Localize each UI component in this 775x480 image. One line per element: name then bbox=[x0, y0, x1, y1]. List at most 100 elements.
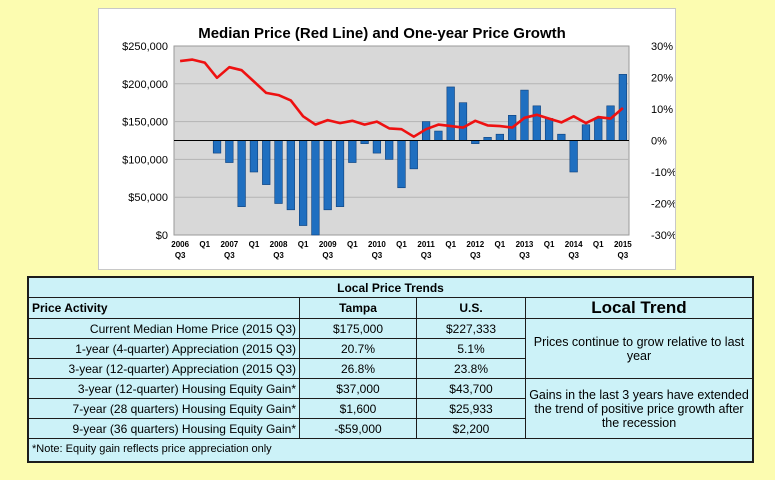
growth-bar bbox=[286, 140, 295, 211]
y-left-tick-label: $150,000 bbox=[122, 117, 168, 129]
growth-bar bbox=[581, 124, 591, 141]
y-right-tick-label: 10% bbox=[651, 104, 673, 116]
x-tick-label: Q1 bbox=[495, 240, 506, 249]
table-row: 7-year (28 quarters) Housing Equity Gain… bbox=[29, 398, 752, 419]
growth-bar bbox=[274, 140, 283, 204]
col-header-activity: Price Activity bbox=[29, 297, 300, 319]
growth-bar bbox=[237, 140, 246, 207]
growth-bar bbox=[458, 102, 468, 141]
growth-bar bbox=[606, 105, 615, 141]
x-tick-label: Q1 bbox=[445, 240, 456, 249]
tampa-value: $37,000 bbox=[299, 378, 417, 399]
x-tick-sublabel: Q3 bbox=[421, 251, 432, 260]
row-label: 1-year (4-quarter) Appreciation (2015 Q3… bbox=[29, 338, 300, 359]
x-tick-label: 2013 bbox=[516, 240, 534, 249]
growth-bar bbox=[262, 140, 271, 185]
median-price-polyline bbox=[179, 58, 624, 138]
x-tick-sublabel: Q3 bbox=[322, 251, 333, 260]
x-tick-label: 2009 bbox=[319, 240, 337, 249]
growth-bar bbox=[557, 133, 566, 141]
right-axis-ticks: 30% 20% 10% 0% -10% -20% -30% bbox=[651, 41, 675, 242]
y-right-tick-label: 0% bbox=[651, 136, 667, 148]
growth-bar bbox=[434, 130, 443, 141]
col-header-tampa: Tampa bbox=[299, 297, 417, 319]
x-tick-sublabel: Q3 bbox=[618, 251, 629, 260]
growth-bar bbox=[212, 140, 222, 154]
table-title: Local Price Trends bbox=[29, 278, 752, 298]
col-header-us: U.S. bbox=[416, 297, 526, 319]
left-axis-ticks: $250,000 $200,000 $150,000 $100,000 $50,000 $… bbox=[122, 41, 168, 242]
y-left-tick-label: $100,000 bbox=[122, 154, 168, 166]
us-value: 23.8% bbox=[416, 358, 526, 379]
growth-bar bbox=[495, 133, 504, 141]
us-value: $2,200 bbox=[416, 418, 526, 439]
us-value: $43,700 bbox=[416, 378, 526, 399]
x-tick-sublabel: Q3 bbox=[372, 251, 383, 260]
price-trends-table-panel: Local Price Trends Price Activity Tampa … bbox=[27, 276, 754, 463]
growth-bar bbox=[311, 140, 320, 236]
growth-bar bbox=[520, 89, 529, 141]
trend-text-2: Gains in the last 3 years have extended … bbox=[525, 378, 752, 439]
median-price-line bbox=[179, 58, 624, 138]
x-tick-label: 2008 bbox=[270, 240, 288, 249]
tampa-value: 26.8% bbox=[299, 358, 417, 379]
us-value: $227,333 bbox=[416, 318, 526, 339]
x-tick-label: 2010 bbox=[368, 240, 386, 249]
x-tick-sublabel: Q3 bbox=[568, 251, 579, 260]
x-tick-label: Q1 bbox=[593, 240, 604, 249]
y-right-tick-label: 30% bbox=[651, 41, 673, 53]
growth-bar bbox=[532, 105, 541, 141]
row-label: 3-year (12-quarter) Housing Equity Gain* bbox=[29, 378, 300, 399]
x-tick-label: 2006 bbox=[171, 240, 189, 249]
x-tick-label: 2011 bbox=[417, 240, 435, 249]
growth-bar bbox=[249, 140, 259, 173]
row-label: Current Median Home Price (2015 Q3) bbox=[29, 318, 300, 339]
col-header-local-trend: Local Trend bbox=[525, 297, 752, 319]
y-right-tick-label: -10% bbox=[651, 167, 675, 179]
chart-title: Median Price (Red Line) and One-year Pri… bbox=[198, 25, 566, 42]
y-left-tick-label: $50,000 bbox=[128, 192, 168, 204]
us-value: $25,933 bbox=[416, 398, 526, 419]
growth-bar bbox=[299, 140, 308, 226]
tampa-value: 20.7% bbox=[299, 338, 417, 359]
table-note: *Note: Equity gain reflects price apprec… bbox=[29, 438, 752, 458]
row-label: 7-year (28 quarters) Housing Equity Gain… bbox=[29, 398, 300, 419]
y-right-tick-label: 20% bbox=[651, 73, 673, 85]
x-tick-label: Q1 bbox=[298, 240, 309, 249]
row-label: 3-year (12-quarter) Appreciation (2015 Q… bbox=[29, 358, 300, 379]
x-tick-sublabel: Q3 bbox=[224, 251, 235, 260]
x-tick-sublabel: Q3 bbox=[175, 251, 186, 260]
x-tick-label: Q1 bbox=[199, 240, 210, 249]
x-tick-label: Q1 bbox=[249, 240, 260, 249]
x-tick-label: 2015 bbox=[614, 240, 632, 249]
y-right-tick-label: -20% bbox=[651, 199, 675, 211]
growth-bar bbox=[446, 86, 455, 141]
growth-bar bbox=[544, 118, 554, 141]
growth-bar bbox=[618, 74, 627, 141]
growth-bar bbox=[372, 140, 382, 154]
growth-bar bbox=[323, 140, 332, 211]
growth-bar bbox=[409, 140, 418, 170]
y-left-tick-label: $0 bbox=[156, 230, 168, 242]
growth-bar bbox=[569, 140, 578, 173]
x-tick-label: 2014 bbox=[565, 240, 583, 249]
price-chart: Median Price (Red Line) and One-year Pri… bbox=[122, 25, 675, 260]
table-row: 3-year (12-quarter) Appreciation (2015 Q… bbox=[29, 358, 752, 379]
tampa-value: $175,000 bbox=[299, 318, 417, 339]
tampa-value: $1,600 bbox=[299, 398, 417, 419]
growth-bar bbox=[348, 140, 357, 163]
x-tick-sublabel: Q3 bbox=[273, 251, 284, 260]
y-left-tick-label: $200,000 bbox=[122, 79, 168, 91]
table-row: 9-year (36 quarters) Housing Equity Gain… bbox=[29, 418, 752, 439]
y-right-tick-label: -30% bbox=[651, 230, 675, 242]
growth-bar bbox=[594, 118, 603, 141]
x-tick-label: Q1 bbox=[396, 240, 407, 249]
table-row: 3-year (12-quarter) Housing Equity Gain*… bbox=[29, 378, 752, 439]
tampa-value: -$59,000 bbox=[299, 418, 417, 439]
table-row: Current Median Home Price (2015 Q3) $175… bbox=[29, 318, 752, 379]
growth-bar bbox=[335, 140, 345, 207]
x-tick-label: 2012 bbox=[466, 240, 484, 249]
x-axis-ticks: 2006 Q3 Q1 2007 Q3 Q1 2008 Q3 Q1 2009 Q3 Q1 2010 Q3 Q1… bbox=[171, 240, 632, 260]
x-tick-label: Q1 bbox=[347, 240, 358, 249]
chart-panel: Median Price (Red Line) and One-year Pri… bbox=[98, 8, 676, 270]
